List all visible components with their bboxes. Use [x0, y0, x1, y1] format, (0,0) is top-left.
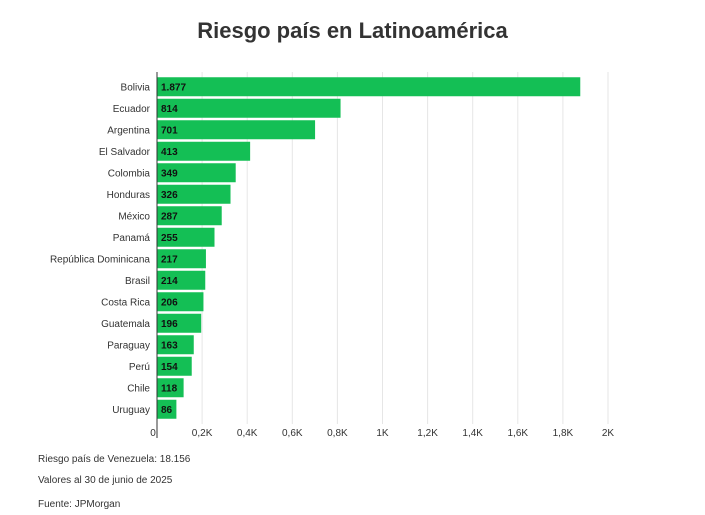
bar — [157, 249, 206, 269]
bar — [157, 356, 192, 376]
value-label: 154 — [161, 362, 178, 373]
bars — [157, 77, 581, 419]
category-label: Paraguay — [107, 340, 150, 351]
category-label: Ecuador — [113, 104, 151, 115]
value-label: 118 — [161, 383, 178, 394]
bar — [157, 399, 177, 419]
bar — [157, 120, 316, 140]
date-note: Valores al 30 de junio de 2025 — [38, 475, 173, 486]
bar — [157, 335, 194, 355]
x-tick-label: 0,2K — [192, 428, 213, 439]
source-note: Fuente: JPMorgan — [38, 499, 121, 510]
x-tick-label: 1,8K — [553, 428, 574, 439]
value-label: 217 — [161, 254, 178, 265]
category-label: México — [118, 211, 150, 222]
x-tick-label: 1,4K — [462, 428, 483, 439]
value-label: 814 — [161, 104, 178, 115]
x-tick-label: 0,8K — [327, 428, 348, 439]
bar — [157, 77, 581, 97]
value-label: 163 — [161, 340, 178, 351]
category-label: Chile — [127, 383, 150, 394]
x-tick-label: 0,4K — [237, 428, 258, 439]
bar — [157, 227, 215, 247]
value-label: 413 — [161, 147, 178, 158]
bar — [157, 313, 202, 333]
category-label: Costa Rica — [101, 297, 150, 308]
bar — [157, 292, 204, 312]
value-label: 326 — [161, 190, 178, 201]
category-labels: Bolivia Ecuador Argentina El Salvador Colomb… — [50, 82, 151, 416]
value-label: 206 — [161, 297, 178, 308]
value-label: 701 — [161, 125, 178, 136]
venezuela-note: Riesgo país de Venezuela: 18.156 — [38, 454, 191, 465]
x-tick-label: 1,6K — [508, 428, 529, 439]
category-label: Uruguay — [112, 405, 150, 416]
value-label: 196 — [161, 319, 178, 330]
x-tick-label: 2K — [602, 428, 615, 439]
value-label: 255 — [161, 233, 178, 244]
bar — [157, 206, 222, 226]
x-tick-label: 0,6K — [282, 428, 303, 439]
category-label: Panamá — [113, 233, 151, 244]
value-label: 287 — [161, 211, 178, 222]
category-label: Colombia — [108, 168, 151, 179]
value-labels: 1.877 814 701 413 349 326 287 255 217 214 206 196 16… — [161, 82, 186, 416]
category-label: República Dominicana — [50, 254, 150, 265]
bar — [157, 184, 231, 204]
chart-title: Riesgo país en Latinoamérica — [197, 18, 508, 43]
category-label: Perú — [129, 362, 150, 373]
x-tick-label: 1K — [376, 428, 389, 439]
x-tick-label: 0 — [150, 428, 156, 439]
x-axis-tick-labels: 0 0,2K 0,4K 0,6K 0,8K 1K 1,2K 1,4K 1,6K 1,8K 2K — [150, 428, 614, 439]
x-tick-label: 1,2K — [417, 428, 438, 439]
category-label: El Salvador — [99, 147, 151, 158]
bar — [157, 141, 251, 161]
category-label: Guatemala — [101, 319, 150, 330]
category-label: Argentina — [107, 125, 150, 136]
value-label: 214 — [161, 276, 178, 287]
value-label: 86 — [161, 405, 173, 416]
category-label: Bolivia — [121, 82, 151, 93]
bar — [157, 98, 341, 118]
bar — [157, 163, 236, 183]
category-label: Brasil — [125, 276, 150, 287]
bar — [157, 270, 206, 290]
value-label: 349 — [161, 168, 178, 179]
category-label: Honduras — [107, 190, 150, 201]
bar — [157, 378, 184, 398]
value-label: 1.877 — [161, 82, 186, 93]
